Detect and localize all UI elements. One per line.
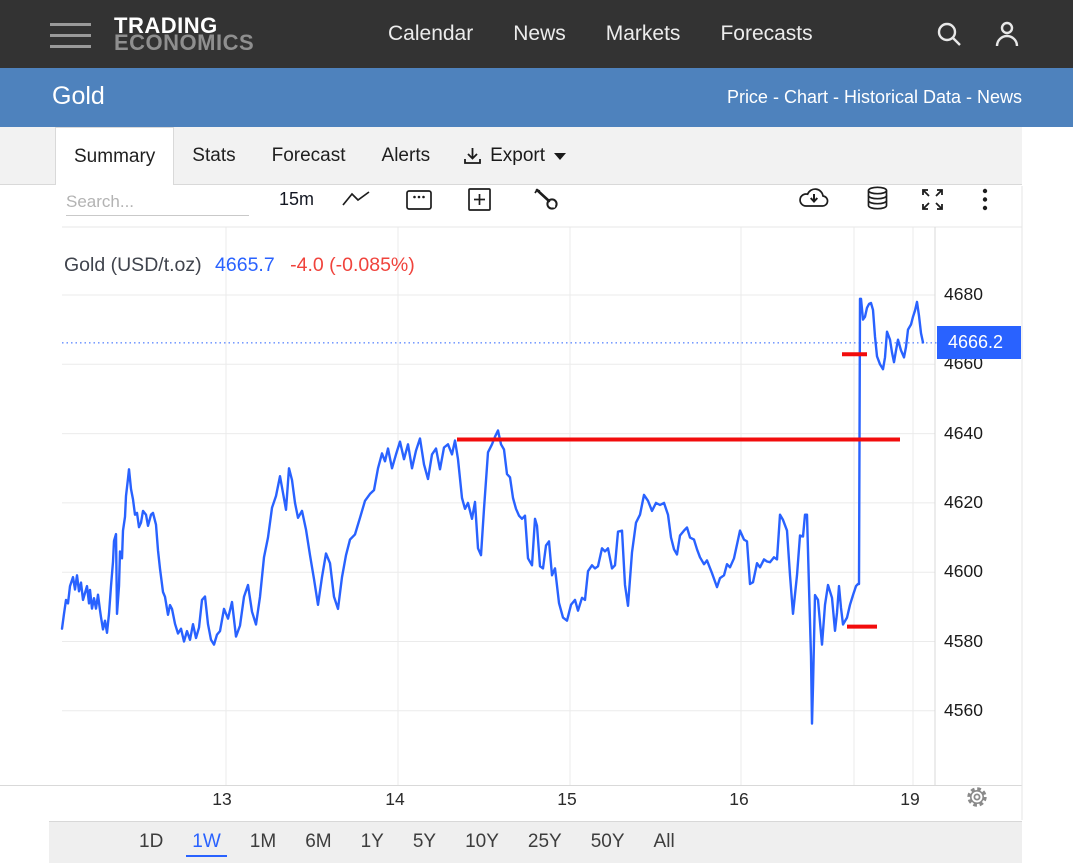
date-range-icon[interactable] — [405, 189, 433, 211]
current-price-badge: 4666.2 — [937, 326, 1021, 360]
top-nav: TRADING ECONOMICS Calendar News Markets For… — [0, 0, 1073, 68]
nav-item-news[interactable]: News — [513, 22, 566, 45]
nav-links: Calendar News Markets Forecasts — [388, 0, 813, 68]
tab-stats[interactable]: Stats — [192, 145, 236, 166]
period-1m[interactable]: 1M — [244, 828, 282, 857]
tab-forecast[interactable]: Forecast — [271, 145, 346, 166]
gear-icon[interactable] — [964, 784, 990, 815]
nav-item-calendar[interactable]: Calendar — [388, 22, 474, 45]
price-change: -4.0 (-0.085%) — [290, 254, 415, 276]
tab-alerts[interactable]: Alerts — [381, 145, 431, 166]
compare-icon[interactable] — [466, 186, 493, 213]
x-axis-label: 16 — [729, 789, 749, 809]
period-10y[interactable]: 10Y — [459, 828, 505, 857]
download-image-icon[interactable] — [797, 185, 831, 212]
x-axis-label: 13 — [212, 789, 232, 809]
data-icon[interactable] — [864, 185, 891, 212]
tab-summary[interactable]: Summary — [55, 127, 175, 185]
x-axis-label: 15 — [557, 789, 577, 809]
search-input[interactable] — [66, 189, 249, 216]
nav-icons — [934, 0, 1022, 68]
menu-icon[interactable] — [50, 23, 91, 48]
period-bar: 1D 1W 1M 6M 1Y 5Y 10Y 25Y 50Y All — [49, 821, 1022, 863]
more-options-icon[interactable] — [978, 186, 992, 213]
chart-header: Gold (USD/t.oz) 4665.7 -4.0 (-0.085%) — [64, 254, 415, 277]
title-bar: Gold Price - Chart - Historical Data - N… — [0, 68, 1073, 127]
period-25y[interactable]: 25Y — [522, 828, 568, 857]
y-axis-label: 4600 — [944, 561, 983, 582]
logo-line1: TRADING — [114, 13, 218, 38]
download-icon — [464, 147, 482, 164]
instrument-label: Gold (USD/t.oz) — [64, 254, 202, 276]
nav-item-markets[interactable]: Markets — [605, 22, 681, 45]
tab-bar-border — [0, 184, 1022, 185]
tab-bar: Summary Stats Forecast Alerts Export — [0, 127, 1022, 185]
fullscreen-icon[interactable] — [918, 185, 947, 214]
quick-links[interactable]: Price - Chart - Historical Data - News — [726, 87, 1022, 107]
export-button[interactable]: Export — [448, 127, 580, 185]
tabs: Summary Stats Forecast Alerts — [55, 127, 448, 185]
price-series-line — [60, 297, 925, 725]
nav-item-forecasts[interactable]: Forecasts — [720, 22, 813, 45]
interval-button[interactable]: 15m — [279, 189, 315, 209]
export-label: Export — [490, 145, 546, 166]
x-axis-label: 19 — [900, 789, 920, 809]
period-all[interactable]: All — [648, 828, 681, 857]
y-axis-label: 4640 — [944, 422, 983, 443]
y-axis-label: 4580 — [944, 630, 983, 651]
period-1y[interactable]: 1Y — [355, 828, 390, 857]
chart-type-icon[interactable] — [340, 189, 372, 209]
y-axis-label: 4620 — [944, 491, 983, 512]
period-6m[interactable]: 6M — [299, 828, 337, 857]
chevron-down-icon — [554, 152, 567, 160]
chart-search — [66, 189, 249, 216]
period-5y[interactable]: 5Y — [407, 828, 442, 857]
period-1w[interactable]: 1W — [186, 828, 227, 857]
page-title: Gold — [52, 82, 105, 110]
x-axis-label: 14 — [385, 789, 405, 809]
logo-line2: ECONOMICS — [114, 30, 255, 55]
period-1d[interactable]: 1D — [133, 828, 169, 857]
search-icon[interactable] — [934, 19, 964, 49]
last-price: 4665.7 — [215, 254, 275, 276]
logo[interactable]: TRADING ECONOMICS — [114, 13, 255, 55]
y-axis-label: 4560 — [944, 699, 983, 720]
y-axis-label: 4680 — [944, 284, 983, 304]
user-icon[interactable] — [992, 19, 1022, 49]
indicators-icon[interactable] — [532, 186, 560, 213]
period-50y[interactable]: 50Y — [585, 828, 631, 857]
